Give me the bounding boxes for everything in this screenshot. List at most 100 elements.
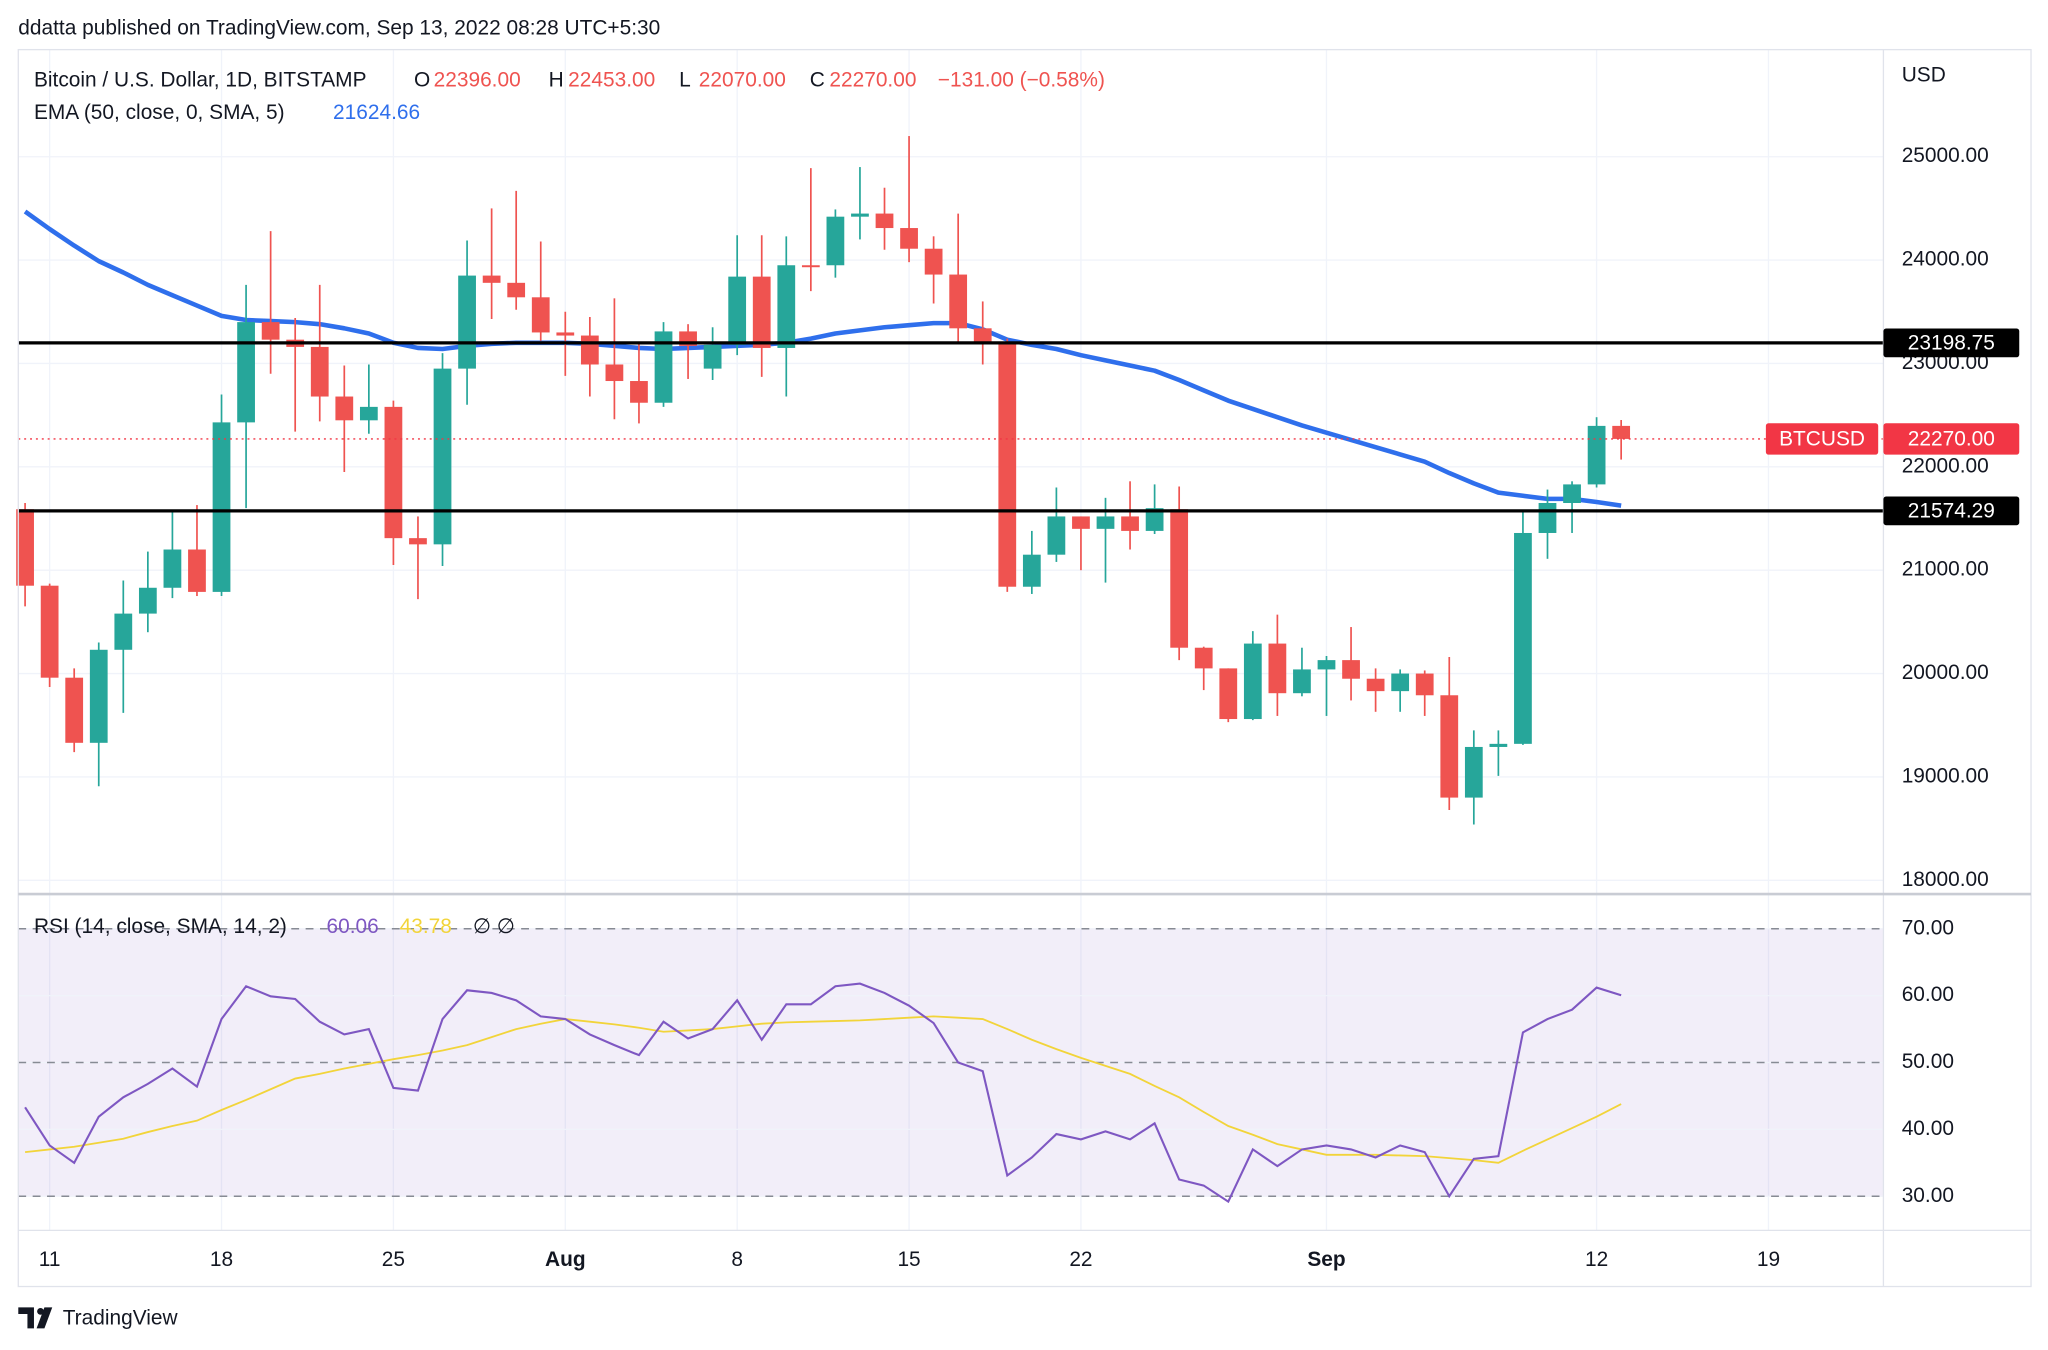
rsi-legend-suffix: ∅ ∅ — [473, 915, 515, 938]
candle-body — [1464, 746, 1483, 798]
ohlc-key: H — [549, 68, 564, 91]
candle-body — [261, 322, 280, 340]
candle-body — [777, 265, 796, 348]
candle-body — [1317, 660, 1336, 670]
candle-body — [507, 282, 526, 298]
rsi-legend-value: 43.78 — [400, 915, 452, 938]
candle-body — [1514, 532, 1532, 744]
candle-body — [335, 396, 354, 421]
candle-body — [1293, 669, 1311, 694]
candle-body — [65, 677, 84, 743]
candle-body — [359, 406, 378, 421]
y-tick-label: 20000.00 — [1902, 661, 1989, 684]
candle-body — [1563, 484, 1581, 504]
x-tick-label: 25 — [382, 1248, 405, 1271]
candle-body — [531, 297, 550, 333]
candle-body — [1612, 425, 1631, 439]
ema-value: 21624.66 — [333, 101, 420, 124]
level-label: 21574.29 — [1908, 500, 1995, 523]
x-tick-label: 12 — [1585, 1248, 1608, 1271]
ohlc-value: 22270.00 — [829, 68, 916, 91]
currency-label: USD — [1902, 63, 1946, 86]
candle-body — [458, 275, 476, 369]
rsi-legend-value: 60.06 — [327, 915, 379, 938]
rsi-legend: RSI (14, close, SMA, 14, 2) — [34, 915, 287, 938]
candle-body — [826, 216, 845, 266]
y-tick-label: 19000.00 — [1902, 764, 1989, 787]
candle-body — [409, 538, 427, 545]
candle-body — [851, 213, 869, 217]
y-tick-label: 22000.00 — [1902, 454, 1989, 477]
candle-body — [482, 275, 501, 283]
plot — [16, 136, 1884, 1204]
candle-body — [1587, 425, 1606, 485]
candle-body — [1096, 516, 1115, 529]
y-tick-label: 21000.00 — [1902, 558, 1989, 581]
symbol-tag — [1765, 423, 1879, 455]
x-tick-label: 11 — [39, 1248, 61, 1271]
candle-body — [580, 335, 599, 365]
candle-body — [1219, 668, 1238, 720]
candle-body — [1440, 695, 1459, 798]
rsi-line — [24, 1015, 1622, 1164]
x-tick-label: Aug — [545, 1248, 586, 1271]
frame — [17, 48, 2032, 1288]
logo-dot — [37, 1307, 44, 1315]
candle-body — [1415, 673, 1434, 696]
candle-body — [384, 406, 403, 539]
candle-body — [924, 248, 943, 275]
price-tag — [1883, 423, 2020, 455]
x-tick-label: 22 — [1069, 1248, 1092, 1271]
candle-body — [556, 332, 575, 336]
candle-body — [1342, 660, 1360, 679]
publisher-line: ddatta published on TradingView.com, Sep… — [18, 16, 660, 39]
x-tick-label: 19 — [1757, 1248, 1780, 1271]
x-tick-label: 15 — [897, 1248, 920, 1271]
candle-body — [1366, 678, 1385, 692]
ohlc-value: 22396.00 — [434, 68, 521, 91]
candle-body — [1170, 509, 1189, 648]
ohlc-value: 22070.00 — [699, 68, 786, 91]
ema-legend: EMA (50, close, 0, SMA, 5) — [34, 101, 285, 124]
y-tick-label: 60.00 — [1902, 983, 1954, 1006]
candle-body — [188, 549, 206, 592]
candle-body — [16, 509, 34, 586]
ohlc-key: L — [679, 68, 691, 91]
candle-body — [1243, 643, 1262, 720]
candle-body — [1047, 516, 1066, 555]
candle-body — [654, 331, 673, 403]
candle-body — [1022, 554, 1041, 587]
candle-body — [1072, 516, 1090, 529]
candle-body — [900, 228, 918, 249]
x-tick-label: 8 — [731, 1248, 743, 1271]
level-tag — [1883, 496, 2020, 526]
y-tick-label: 18000.00 — [1902, 868, 1989, 891]
candle-body — [212, 422, 231, 592]
y-tick-label: 25000.00 — [1902, 144, 1989, 167]
candle-body — [163, 549, 182, 588]
symbol-tag-label: BTCUSD — [1779, 428, 1865, 451]
rsi-line — [24, 982, 1622, 1204]
candle-body — [1489, 743, 1508, 747]
candle-body — [310, 346, 329, 397]
candle-body — [875, 213, 894, 229]
y-tick-label: 40.00 — [1902, 1117, 1954, 1140]
level-label: 23198.75 — [1908, 332, 1995, 355]
brand-name: TradingView — [63, 1307, 179, 1330]
candle-body — [1268, 643, 1287, 694]
candle-body — [998, 341, 1017, 587]
symbol-title: Bitcoin / U.S. Dollar, 1D, BITSTAMP — [34, 68, 367, 91]
candle-body — [1121, 516, 1139, 531]
y-tick-label: 24000.00 — [1902, 248, 1989, 271]
candle-body — [138, 587, 157, 614]
candle-body — [752, 276, 771, 348]
candle-body — [630, 381, 648, 403]
candle-body — [1194, 647, 1213, 669]
candle-body — [40, 585, 59, 678]
candle-body — [237, 322, 255, 423]
ohlc-key: C — [810, 68, 825, 91]
candle-body — [1145, 508, 1164, 531]
y-tick-label: 50.00 — [1902, 1050, 1954, 1073]
